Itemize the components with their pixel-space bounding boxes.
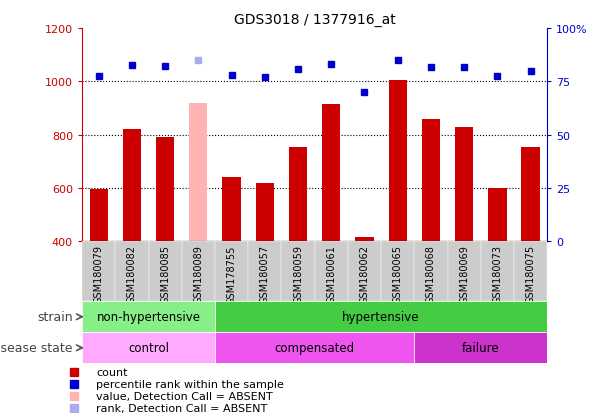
Text: GSM180069: GSM180069 [459,244,469,303]
Bar [422,119,440,242]
Bar [315,242,348,301]
Bar [488,188,506,242]
Text: percentile rank within the sample: percentile rank within the sample [96,379,284,389]
Text: count: count [96,368,128,377]
Bar [116,242,148,301]
Bar [156,138,174,242]
Bar [455,127,473,242]
Bar [389,81,407,242]
Bar [89,190,108,242]
Text: GSM180073: GSM180073 [492,244,502,304]
Text: GSM180061: GSM180061 [326,244,336,303]
Text: GSM180065: GSM180065 [393,244,402,304]
Text: GSM180068: GSM180068 [426,244,436,303]
Bar [123,130,141,242]
Bar [82,242,116,301]
Text: value, Detection Call = ABSENT: value, Detection Call = ABSENT [96,391,273,401]
Bar [148,242,182,301]
Text: non-hypertensive: non-hypertensive [97,311,201,323]
Text: GSM180057: GSM180057 [260,244,270,304]
Title: GDS3018 / 1377916_at: GDS3018 / 1377916_at [233,12,396,26]
Text: GSM180062: GSM180062 [359,244,370,304]
Text: GSM180085: GSM180085 [160,244,170,304]
Bar [256,183,274,242]
Text: failure: failure [462,342,500,354]
Bar [514,242,547,301]
Bar [289,147,307,242]
Bar [414,332,547,363]
Bar [282,242,315,301]
Bar [348,242,381,301]
Text: GSM180059: GSM180059 [293,244,303,304]
Bar [223,178,241,242]
Text: control: control [128,342,169,354]
Bar [322,104,340,242]
Bar [248,242,282,301]
Bar [522,147,540,242]
Bar [215,332,414,363]
Bar [189,103,207,242]
Text: disease state: disease state [0,342,73,354]
Text: hypertensive: hypertensive [342,311,420,323]
Bar [82,332,215,363]
Text: GSM178755: GSM178755 [227,244,237,304]
Text: GSM180075: GSM180075 [525,244,536,304]
Text: GSM180079: GSM180079 [94,244,104,304]
Bar [182,242,215,301]
Bar [481,242,514,301]
Bar [381,242,414,301]
Bar [355,237,373,242]
Text: strain: strain [37,311,73,323]
Bar [447,242,481,301]
Bar [82,301,215,332]
Text: GSM180082: GSM180082 [127,244,137,304]
Bar [414,242,447,301]
Text: compensated: compensated [275,342,354,354]
Bar [215,242,248,301]
Text: GSM180089: GSM180089 [193,244,203,303]
Text: rank, Detection Call = ABSENT: rank, Detection Call = ABSENT [96,403,268,413]
Bar [215,301,547,332]
